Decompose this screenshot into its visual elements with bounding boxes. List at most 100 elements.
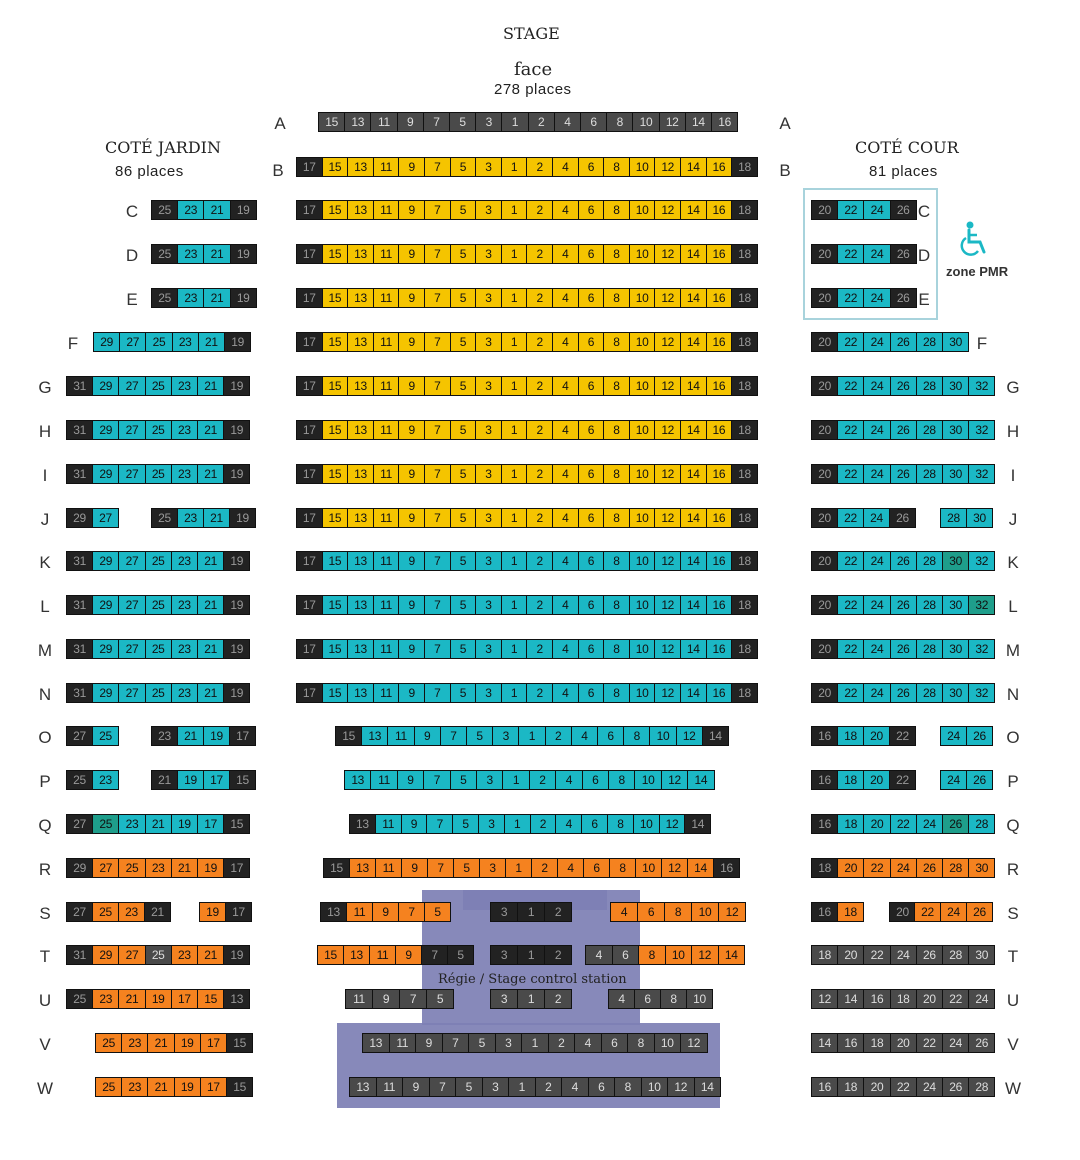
seat-S-24[interactable]: 24 bbox=[940, 902, 967, 922]
seat-E-13[interactable]: 13 bbox=[347, 288, 374, 308]
seat-C-17[interactable]: 17 bbox=[296, 200, 323, 220]
seat-C-21[interactable]: 21 bbox=[203, 200, 231, 220]
seat-W-15[interactable]: 15 bbox=[226, 1077, 254, 1097]
seat-P-18[interactable]: 18 bbox=[837, 770, 864, 790]
seat-S-2[interactable]: 2 bbox=[544, 902, 572, 922]
seat-K-10[interactable]: 10 bbox=[628, 551, 656, 571]
seat-C-13[interactable]: 13 bbox=[347, 200, 374, 220]
seat-A-6[interactable]: 6 bbox=[580, 112, 608, 132]
seat-M-9[interactable]: 9 bbox=[398, 639, 425, 659]
seat-W-22[interactable]: 22 bbox=[889, 1077, 917, 1097]
seat-E-3[interactable]: 3 bbox=[475, 288, 502, 308]
seat-J-18[interactable]: 18 bbox=[731, 508, 758, 528]
seat-P-15[interactable]: 15 bbox=[229, 770, 256, 790]
seat-P-7[interactable]: 7 bbox=[423, 770, 451, 790]
seat-P-1[interactable]: 1 bbox=[502, 770, 530, 790]
seat-K-1[interactable]: 1 bbox=[500, 551, 528, 571]
seat-F-14[interactable]: 14 bbox=[680, 332, 707, 352]
seat-T-8[interactable]: 8 bbox=[638, 945, 666, 965]
seat-C-1[interactable]: 1 bbox=[500, 200, 528, 220]
seat-L-12[interactable]: 12 bbox=[654, 595, 681, 615]
seat-G-12[interactable]: 12 bbox=[654, 376, 681, 396]
seat-L-29[interactable]: 29 bbox=[92, 595, 120, 615]
seat-O-5[interactable]: 5 bbox=[466, 726, 494, 746]
seat-V-11[interactable]: 11 bbox=[388, 1033, 416, 1053]
seat-Q-17[interactable]: 17 bbox=[197, 814, 225, 834]
seat-L-25[interactable]: 25 bbox=[144, 595, 172, 615]
seat-U-20[interactable]: 20 bbox=[915, 989, 943, 1009]
seat-O-1[interactable]: 1 bbox=[518, 726, 546, 746]
seat-C-2[interactable]: 2 bbox=[526, 200, 553, 220]
seat-G-6[interactable]: 6 bbox=[577, 376, 605, 396]
seat-G-17[interactable]: 17 bbox=[296, 376, 323, 396]
seat-M-3[interactable]: 3 bbox=[475, 639, 502, 659]
seat-S-7[interactable]: 7 bbox=[398, 902, 425, 922]
seat-H-11[interactable]: 11 bbox=[372, 420, 400, 440]
seat-N-29[interactable]: 29 bbox=[92, 683, 120, 703]
seat-K-11[interactable]: 11 bbox=[372, 551, 400, 571]
seat-S-10[interactable]: 10 bbox=[691, 902, 719, 922]
seat-G-2[interactable]: 2 bbox=[526, 376, 553, 396]
seat-E-24[interactable]: 24 bbox=[863, 288, 891, 308]
seat-W-12[interactable]: 12 bbox=[667, 1077, 695, 1097]
seat-S-18[interactable]: 18 bbox=[837, 902, 864, 922]
seat-L-26[interactable]: 26 bbox=[889, 595, 917, 615]
seat-D-22[interactable]: 22 bbox=[837, 244, 865, 264]
seat-W-20[interactable]: 20 bbox=[863, 1077, 891, 1097]
seat-O-12[interactable]: 12 bbox=[675, 726, 703, 746]
seat-U-7[interactable]: 7 bbox=[399, 989, 427, 1009]
seat-M-29[interactable]: 29 bbox=[92, 639, 120, 659]
seat-U-16[interactable]: 16 bbox=[863, 989, 891, 1009]
seat-N-12[interactable]: 12 bbox=[654, 683, 681, 703]
seat-Q-15[interactable]: 15 bbox=[223, 814, 251, 834]
seat-L-18[interactable]: 18 bbox=[731, 595, 758, 615]
seat-G-30[interactable]: 30 bbox=[942, 376, 970, 396]
seat-K-26[interactable]: 26 bbox=[889, 551, 917, 571]
seat-L-1[interactable]: 1 bbox=[500, 595, 528, 615]
seat-P-16[interactable]: 16 bbox=[811, 770, 838, 790]
seat-F-1[interactable]: 1 bbox=[500, 332, 528, 352]
seat-P-10[interactable]: 10 bbox=[634, 770, 662, 790]
seat-T-12[interactable]: 12 bbox=[691, 945, 719, 965]
seat-G-24[interactable]: 24 bbox=[863, 376, 891, 396]
seat-B-12[interactable]: 12 bbox=[654, 157, 681, 177]
seat-L-3[interactable]: 3 bbox=[475, 595, 502, 615]
seat-M-23[interactable]: 23 bbox=[170, 639, 198, 659]
seat-B-16[interactable]: 16 bbox=[705, 157, 733, 177]
seat-H-26[interactable]: 26 bbox=[889, 420, 917, 440]
seat-M-18[interactable]: 18 bbox=[731, 639, 758, 659]
seat-O-6[interactable]: 6 bbox=[597, 726, 625, 746]
seat-V-13[interactable]: 13 bbox=[362, 1033, 390, 1053]
seat-U-1[interactable]: 1 bbox=[517, 989, 545, 1009]
seat-Q-24[interactable]: 24 bbox=[915, 814, 943, 834]
seat-R-4[interactable]: 4 bbox=[557, 858, 584, 878]
seat-L-20[interactable]: 20 bbox=[811, 595, 839, 615]
seat-C-5[interactable]: 5 bbox=[449, 200, 477, 220]
seat-I-15[interactable]: 15 bbox=[321, 464, 349, 484]
seat-C-12[interactable]: 12 bbox=[654, 200, 681, 220]
seat-K-15[interactable]: 15 bbox=[321, 551, 349, 571]
seat-C-16[interactable]: 16 bbox=[705, 200, 733, 220]
seat-O-17[interactable]: 17 bbox=[229, 726, 256, 746]
seat-P-19[interactable]: 19 bbox=[177, 770, 204, 790]
seat-V-16[interactable]: 16 bbox=[837, 1033, 865, 1053]
seat-H-25[interactable]: 25 bbox=[144, 420, 172, 440]
seat-R-1[interactable]: 1 bbox=[505, 858, 532, 878]
seat-H-13[interactable]: 13 bbox=[347, 420, 374, 440]
seat-W-7[interactable]: 7 bbox=[428, 1077, 456, 1097]
seat-R-18[interactable]: 18 bbox=[811, 858, 839, 878]
seat-G-20[interactable]: 20 bbox=[811, 376, 839, 396]
seat-P-8[interactable]: 8 bbox=[608, 770, 636, 790]
seat-E-1[interactable]: 1 bbox=[500, 288, 528, 308]
seat-G-13[interactable]: 13 bbox=[347, 376, 374, 396]
seat-T-3[interactable]: 3 bbox=[490, 945, 518, 965]
seat-F-19[interactable]: 19 bbox=[224, 332, 252, 352]
seat-H-29[interactable]: 29 bbox=[92, 420, 120, 440]
seat-T-22[interactable]: 22 bbox=[863, 945, 891, 965]
seat-K-23[interactable]: 23 bbox=[170, 551, 198, 571]
seat-P-13[interactable]: 13 bbox=[344, 770, 372, 790]
seat-O-2[interactable]: 2 bbox=[544, 726, 572, 746]
seat-U-5[interactable]: 5 bbox=[426, 989, 454, 1009]
seat-J-5[interactable]: 5 bbox=[449, 508, 477, 528]
seat-J-7[interactable]: 7 bbox=[424, 508, 451, 528]
